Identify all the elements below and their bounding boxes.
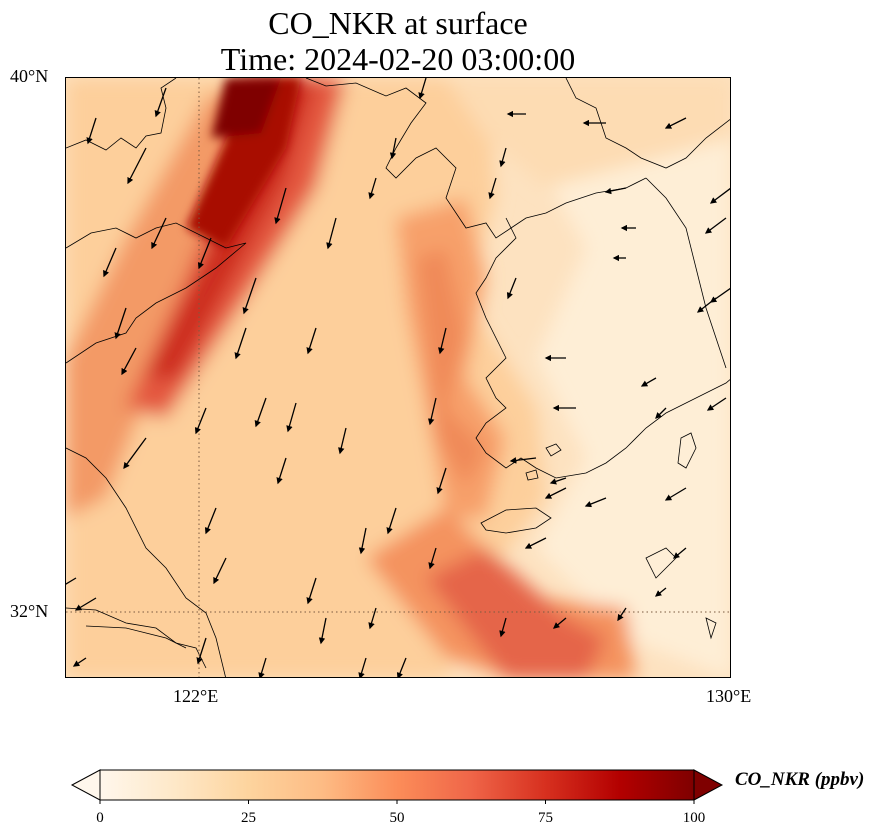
wind-arrow	[664, 487, 687, 501]
colorbar-ticks	[99, 800, 695, 804]
wind-vectors	[66, 78, 730, 677]
wind-arrow	[286, 402, 297, 433]
concentration-core	[186, 78, 301, 248]
colorbar-min-extend	[70, 769, 101, 801]
wind-arrow	[509, 457, 537, 464]
wind-arrow	[428, 397, 437, 426]
map-time: Time: 2024-02-20 03:00:00	[220, 41, 576, 77]
colorbar-max-extend	[693, 769, 724, 801]
wind-arrow	[194, 407, 207, 435]
wind-arrow	[654, 587, 667, 597]
colorbar-tick-0: 0	[96, 810, 104, 826]
wind-arrow	[386, 507, 397, 535]
lat-label-40n: 40°N	[10, 66, 49, 86]
wind-arrow	[72, 657, 87, 667]
wind-arrow	[389, 137, 397, 160]
colorbar	[70, 769, 724, 804]
colorbar-gradient	[99, 769, 695, 801]
wind-arrow	[254, 397, 267, 428]
wind-arrow	[103, 247, 117, 278]
wind-arrow	[204, 507, 217, 535]
concentration-field	[66, 78, 730, 677]
wind-arrow	[499, 617, 507, 638]
wind-arrow	[499, 147, 507, 168]
wind-arrow	[326, 217, 337, 250]
colorbar-label: CO_NKR (ppbv)	[735, 769, 865, 790]
wind-arrow	[276, 457, 287, 485]
wind-arrow	[338, 427, 347, 455]
wind-arrow	[664, 117, 687, 129]
lat-label-32n: 32°N	[10, 601, 49, 621]
wind-arrow	[436, 467, 447, 495]
colorbar-tick-25: 25	[241, 810, 256, 826]
wind-arrow	[318, 617, 327, 645]
wind-arrow	[549, 477, 567, 485]
wind-arrow	[306, 327, 317, 355]
wind-arrow	[696, 297, 717, 313]
wind-arrow	[66, 577, 77, 585]
wind-arrow	[524, 537, 547, 549]
wind-arrow	[368, 607, 377, 630]
wind-arrow	[488, 177, 497, 200]
wind-arrow	[306, 577, 317, 605]
wind-arrow	[706, 397, 727, 411]
wind-arrow	[151, 217, 167, 250]
map-panel	[65, 77, 731, 678]
wind-arrow	[127, 147, 147, 185]
wind-arrow	[358, 657, 367, 677]
wind-arrow	[358, 527, 367, 555]
colorbar-tick-50: 50	[389, 810, 405, 826]
wind-arrow	[86, 117, 97, 145]
wind-arrow	[438, 327, 447, 355]
wind-arrow	[368, 177, 377, 200]
concentration-map	[66, 78, 730, 677]
wind-arrow	[584, 497, 607, 508]
wind-arrow	[396, 657, 407, 677]
wind-arrow	[123, 437, 147, 470]
wind-arrow	[709, 187, 730, 204]
wind-arrow	[506, 277, 517, 300]
wind-arrow	[114, 307, 127, 340]
colorbar-tick-100: 100	[682, 810, 706, 826]
wind-arrow	[258, 657, 267, 677]
wind-arrow	[553, 617, 567, 629]
wind-arrow	[121, 347, 137, 376]
wind-arrow	[640, 377, 657, 387]
wind-arrow	[604, 187, 627, 195]
lon-label-130e: 130°E	[706, 686, 752, 706]
wind-arrow	[213, 557, 227, 585]
wind-arrow	[704, 217, 727, 234]
wind-arrow	[655, 407, 667, 419]
coastlines	[66, 78, 730, 677]
map-title: CO_NKR at surface	[268, 5, 528, 41]
wind-arrow	[673, 547, 687, 559]
wind-arrow	[242, 277, 257, 315]
lon-label-122e: 122°E	[173, 686, 219, 706]
wind-arrow	[234, 327, 247, 360]
colorbar-tick-75: 75	[538, 810, 553, 826]
wind-arrow	[418, 78, 427, 100]
wind-arrow	[274, 187, 287, 225]
wind-arrow	[617, 607, 627, 622]
wind-arrow	[428, 547, 437, 570]
gridlines	[66, 78, 730, 677]
wind-arrow	[197, 237, 212, 270]
wind-arrow	[74, 597, 97, 611]
wind-arrow	[196, 637, 207, 665]
wind-arrow	[544, 487, 567, 499]
wind-arrow	[154, 87, 167, 118]
